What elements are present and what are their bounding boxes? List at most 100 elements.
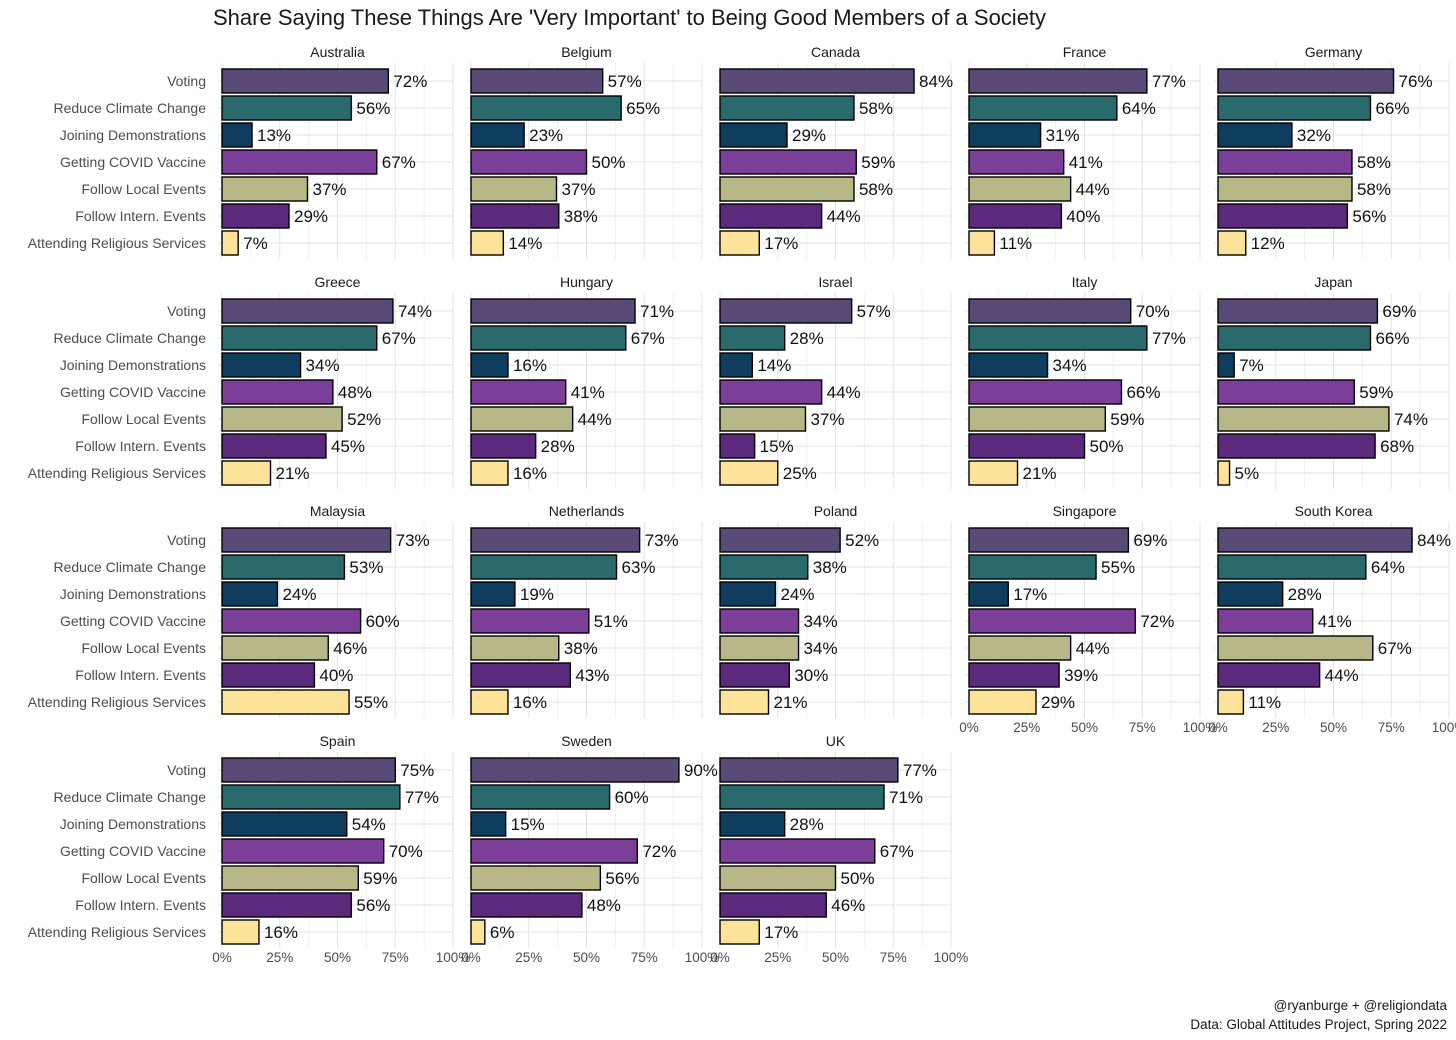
value-label-belgium-attending-religious-services: 14% <box>508 234 542 253</box>
bar-israel-attending-religious-services <box>719 460 779 486</box>
bar-south-korea-getting-covid-vaccine <box>1217 608 1314 634</box>
category-label-follow-intern-events: Follow Intern. Events <box>75 208 206 224</box>
value-label-canada-attending-religious-services: 17% <box>764 234 798 253</box>
bar-japan-follow-local-events <box>1217 406 1390 432</box>
category-label-joining-demonstrations: Joining Demonstrations <box>60 357 206 373</box>
bar-uk-follow-intern-events <box>719 892 827 918</box>
value-label-netherlands-joining-demonstrations: 19% <box>520 585 554 604</box>
bar-poland-getting-covid-vaccine <box>719 608 800 634</box>
value-label-south-korea-getting-covid-vaccine: 41% <box>1318 612 1352 631</box>
bar-greece-follow-intern-events <box>221 433 327 459</box>
category-label-getting-covid-vaccine: Getting COVID Vaccine <box>60 384 206 400</box>
value-label-italy-getting-covid-vaccine: 66% <box>1126 383 1160 402</box>
bar-poland-joining-demonstrations <box>719 581 777 607</box>
value-label-australia-reduce-climate-change: 56% <box>356 99 390 118</box>
value-label-germany-getting-covid-vaccine: 58% <box>1357 153 1391 172</box>
value-label-uk-follow-local-events: 50% <box>841 869 875 888</box>
bar-germany-follow-intern-events <box>1217 203 1349 229</box>
facet-malaysia: Malaysia 73% 53% 24% 60% 46% 40%55% Voting Reduc… <box>28 503 454 718</box>
value-label-belgium-getting-covid-vaccine: 50% <box>592 153 626 172</box>
bar-netherlands-reduce-climate-change <box>470 554 618 580</box>
value-label-belgium-voting: 57% <box>608 72 642 91</box>
x-tick-label: 100% <box>685 950 720 965</box>
bar-australia-voting <box>221 68 390 94</box>
bar-italy-follow-intern-events <box>968 433 1086 459</box>
caption-credit: @ryanburge + @religiondata <box>1274 998 1448 1013</box>
bar-south-korea-follow-local-events <box>1217 635 1374 661</box>
facet-spain: Spain 75% 77% 54%70% 59% 56% 16% Voting Reduce C… <box>28 733 470 965</box>
value-label-greece-attending-religious-services: 21% <box>276 464 310 483</box>
value-label-germany-joining-demonstrations: 32% <box>1297 126 1331 145</box>
facet-canada: Canada 84% 58% 29% 59% 58% 44% 17% <box>716 44 953 259</box>
value-label-france-follow-local-events: 44% <box>1076 180 1110 199</box>
bar-france-getting-covid-vaccine <box>968 149 1065 175</box>
value-label-germany-voting: 76% <box>1399 72 1433 91</box>
facet-sweden: Sweden 90% 60% 15% 72%56% 48% 6% 0% 25% 50% 75% 100… <box>461 733 719 965</box>
facet-uk: UK 77% 71% 28% 67% 50% 46% 17% 0% 25% 50% 75% 100% <box>710 733 968 965</box>
bar-greece-reduce-climate-change <box>221 325 378 351</box>
bar-spain-joining-demonstrations <box>221 811 348 837</box>
value-label-uk-attending-religious-services: 17% <box>764 923 798 942</box>
value-label-sweden-voting: 90% <box>684 761 718 780</box>
category-label-attending-religious-services: Attending Religious Services <box>28 924 206 940</box>
value-label-malaysia-joining-demonstrations: 24% <box>282 585 316 604</box>
category-label-attending-religious-services: Attending Religious Services <box>28 465 206 481</box>
value-label-france-attending-religious-services: 11% <box>999 234 1032 253</box>
facet-hungary: Hungary 71% 67% 16% 41% 44%28% 16% <box>467 274 703 489</box>
value-label-greece-follow-intern-events: 45% <box>331 437 365 456</box>
value-label-germany-reduce-climate-change: 66% <box>1375 99 1409 118</box>
bar-singapore-reduce-climate-change <box>968 554 1097 580</box>
value-label-netherlands-getting-covid-vaccine: 51% <box>594 612 628 631</box>
bar-belgium-follow-intern-events <box>470 203 560 229</box>
category-label-reduce-climate-change: Reduce Climate Change <box>53 100 206 116</box>
value-label-israel-follow-intern-events: 15% <box>760 437 794 456</box>
value-label-germany-attending-religious-services: 12% <box>1251 234 1285 253</box>
x-tick-label: 50% <box>822 950 849 965</box>
value-label-singapore-joining-demonstrations: 17% <box>1013 585 1047 604</box>
value-label-belgium-reduce-climate-change: 65% <box>626 99 660 118</box>
category-label-attending-religious-services: Attending Religious Services <box>28 235 206 251</box>
value-label-hungary-reduce-climate-change: 67% <box>631 329 665 348</box>
value-label-australia-follow-intern-events: 29% <box>294 207 328 226</box>
value-label-netherlands-voting: 73% <box>645 531 679 550</box>
category-label-reduce-climate-change: Reduce Climate Change <box>53 789 206 805</box>
facet-israel: Israel 57% 28% 14% 44% 37% 15% 25% <box>716 274 952 489</box>
value-label-singapore-getting-covid-vaccine: 72% <box>1140 612 1174 631</box>
value-label-malaysia-reduce-climate-change: 53% <box>349 558 383 577</box>
value-label-australia-follow-local-events: 37% <box>312 180 346 199</box>
value-label-spain-attending-religious-services: 16% <box>264 923 298 942</box>
value-label-poland-joining-demonstrations: 24% <box>780 585 814 604</box>
x-tick-label: 100% <box>1432 720 1456 735</box>
value-label-uk-follow-intern-events: 46% <box>831 896 865 915</box>
bar-malaysia-follow-local-events <box>221 635 329 661</box>
value-label-canada-reduce-climate-change: 58% <box>859 99 893 118</box>
bar-spain-follow-local-events <box>221 865 359 891</box>
value-label-singapore-reduce-climate-change: 55% <box>1101 558 1135 577</box>
value-label-malaysia-getting-covid-vaccine: 60% <box>366 612 400 631</box>
x-tick-label: 0% <box>461 950 481 965</box>
value-label-greece-joining-demonstrations: 34% <box>306 356 340 375</box>
bar-malaysia-joining-demonstrations <box>221 581 279 607</box>
value-label-poland-follow-intern-events: 30% <box>794 666 828 685</box>
bar-canada-follow-intern-events <box>719 203 823 229</box>
bar-belgium-joining-demonstrations <box>470 122 525 148</box>
x-tick-label: 25% <box>764 950 791 965</box>
value-label-south-korea-joining-demonstrations: 28% <box>1288 585 1322 604</box>
bar-israel-follow-intern-events <box>719 433 756 459</box>
x-tick-label: 75% <box>631 950 658 965</box>
bar-uk-attending-religious-services <box>719 919 760 945</box>
value-label-canada-joining-demonstrations: 29% <box>792 126 826 145</box>
bar-greece-follow-local-events <box>221 406 343 432</box>
facet-netherlands: Netherlands 73% 63% 19% 51% 38% 43% 16% <box>467 503 703 718</box>
value-label-italy-reduce-climate-change: 77% <box>1152 329 1186 348</box>
bar-sweden-joining-demonstrations <box>470 811 507 837</box>
bar-sweden-reduce-climate-change <box>470 784 611 810</box>
bar-belgium-voting <box>470 68 604 94</box>
bar-netherlands-follow-local-events <box>470 635 560 661</box>
bar-hungary-joining-demonstrations <box>470 352 509 378</box>
x-tick-label: 50% <box>1320 720 1347 735</box>
bar-south-korea-attending-religious-services <box>1217 689 1245 715</box>
category-label-voting: Voting <box>167 532 206 548</box>
value-label-sweden-reduce-climate-change: 60% <box>615 788 649 807</box>
bar-france-voting <box>968 68 1148 94</box>
